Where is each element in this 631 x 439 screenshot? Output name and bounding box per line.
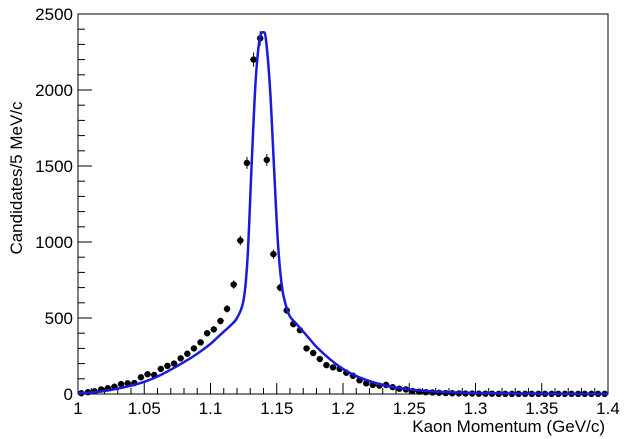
data-point <box>203 330 211 337</box>
data-points <box>78 31 608 398</box>
data-point <box>137 374 145 381</box>
x-tick-label: 1.05 <box>128 399 161 418</box>
data-point <box>164 362 171 370</box>
data-point <box>197 339 204 346</box>
y-tick-label: 1000 <box>35 233 73 252</box>
data-point <box>117 380 125 388</box>
data-point <box>170 360 178 367</box>
y-tick-label: 2500 <box>35 5 73 24</box>
data-point <box>184 350 191 357</box>
data-point <box>309 349 317 357</box>
data-point <box>270 250 277 258</box>
data-point <box>177 355 184 362</box>
y-tick-label: 0 <box>64 385 73 404</box>
data-point <box>230 281 237 288</box>
data-point <box>263 156 271 164</box>
plot-frame <box>77 13 609 395</box>
data-point <box>223 305 231 313</box>
data-point <box>323 361 330 369</box>
x-tick-label: 1.3 <box>464 399 488 418</box>
data-point <box>329 364 337 371</box>
y-tick-label: 1500 <box>35 157 73 176</box>
data-point <box>210 326 218 333</box>
data-point <box>190 345 198 352</box>
data-point <box>243 159 251 167</box>
data-point <box>237 237 244 244</box>
y-axis-title: Candidates/5 MeV/c <box>7 101 26 255</box>
x-axis-ticks: 1 1.05 1.1 1.15 1.2 1.25 1.3 1.35 1.4 <box>73 383 620 418</box>
y-tick-label: 2000 <box>35 81 73 100</box>
x-tick-label: 1.25 <box>393 399 426 418</box>
x-tick-label: 1.15 <box>260 399 293 418</box>
fit-curve <box>77 30 609 396</box>
x-tick-label: 1.35 <box>525 399 558 418</box>
data-point <box>316 355 324 363</box>
x-tick-label: 1.4 <box>596 399 620 418</box>
data-point <box>217 317 224 325</box>
data-point <box>250 56 257 63</box>
x-tick-label: 1 <box>73 399 82 418</box>
x-tick-label: 1.1 <box>199 399 223 418</box>
y-tick-label: 500 <box>45 309 73 328</box>
data-point <box>157 365 165 373</box>
data-point <box>144 371 151 378</box>
data-point <box>303 345 310 352</box>
y-axis-ticks: 0 500 1000 1500 2000 2500 <box>35 5 92 404</box>
x-tick-label: 1.2 <box>331 399 355 418</box>
x-axis-title: Kaon Momentum (GeV/c) <box>412 417 605 436</box>
